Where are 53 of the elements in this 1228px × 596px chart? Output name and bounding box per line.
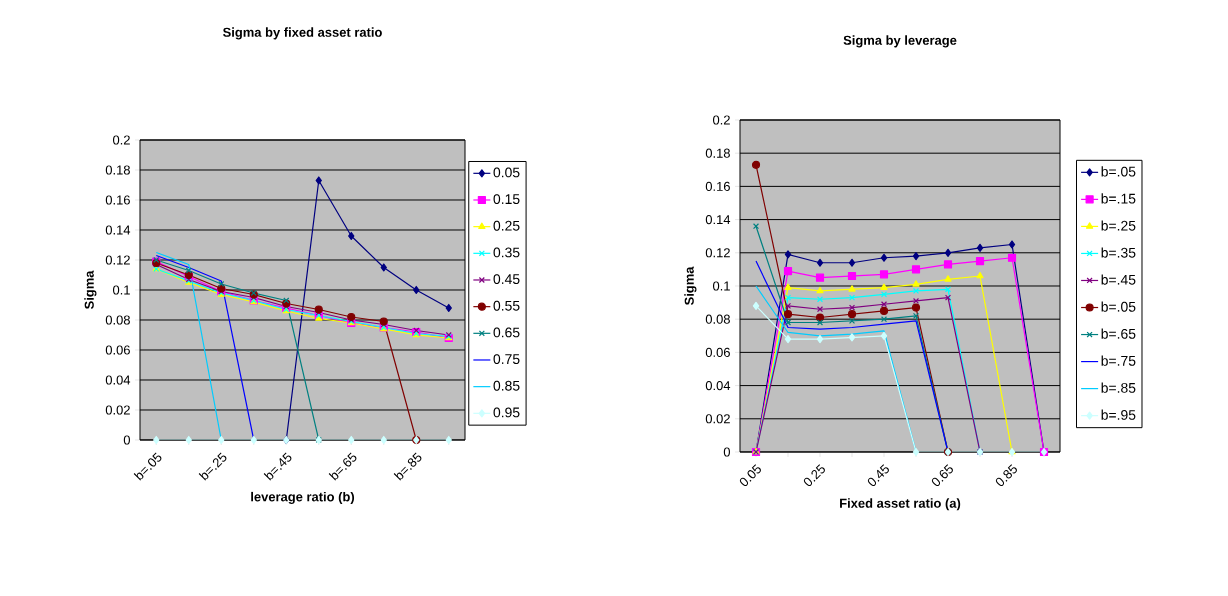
y-tick-label: 0.12: [105, 255, 130, 265]
legend-label: 0.95: [493, 407, 520, 418]
legend-label: b=.95: [1101, 409, 1136, 420]
legend-label: b=.25: [1101, 220, 1136, 231]
legend-label: b=.45: [1101, 274, 1136, 285]
y-tick-label: 0.08: [105, 315, 130, 325]
legend-label: 0.85: [493, 380, 520, 391]
y-tick-label: 0.02: [705, 414, 730, 424]
y-tick-label: 0.16: [105, 195, 130, 205]
x-tick-label: 0.65: [931, 464, 953, 487]
y-tick-label: 0.18: [105, 165, 130, 175]
y-tick-label: 0.2: [712, 115, 730, 125]
legend-label: b=.65: [1101, 328, 1136, 339]
x-tick-label: 0.05: [739, 464, 761, 487]
y-tick-label: 0.2: [112, 135, 130, 145]
y-tick-label: 0.06: [105, 345, 130, 355]
legend-label: b=.75: [1101, 355, 1136, 366]
y-axis-title: Sigma: [684, 266, 697, 306]
legend-label: 0.25: [493, 220, 520, 231]
y-tick-label: 0.04: [705, 381, 731, 391]
y-tick-label: 0.14: [105, 225, 131, 235]
x-axis-title: leverage ratio (b): [251, 491, 355, 505]
chart-title: Sigma by leverage: [843, 35, 957, 48]
legend-label: 0.75: [493, 354, 520, 365]
x-tick-label: 0.85: [995, 464, 1017, 487]
y-tick-label: 0.18: [705, 148, 730, 158]
y-tick-label: 0.04: [105, 375, 131, 385]
y-tick-label: 0.1: [112, 285, 130, 295]
y-axis-title: Sigma: [84, 270, 97, 310]
x-axis-title: Fixed asset ratio (a): [840, 498, 961, 511]
legend-label: 0.35: [493, 247, 520, 258]
legend-label: 0.65: [493, 327, 520, 338]
y-tick-label: 0.16: [705, 181, 730, 191]
x-tick-label: 0.45: [867, 464, 889, 487]
y-tick-label: 0.12: [705, 248, 730, 258]
legend-label: 0.55: [493, 300, 520, 311]
legend-label: 0.05: [493, 167, 520, 178]
y-tick-label: 0: [123, 435, 130, 445]
x-tick-label: 0.25: [803, 464, 825, 487]
legend-label: b=.35: [1101, 247, 1136, 258]
legend-label: b=.05: [1101, 166, 1136, 177]
y-tick-label: 0.06: [705, 347, 730, 357]
y-tick-label: 0.08: [705, 314, 730, 324]
legend-label: b=.85: [1101, 382, 1136, 393]
legend-label: b=.05: [1101, 301, 1136, 312]
y-tick-label: 0.02: [105, 405, 130, 415]
y-tick-label: 0.1: [712, 281, 730, 291]
chart-title: Sigma by fixed asset ratio: [222, 27, 382, 40]
legend-label: 0.45: [493, 274, 520, 285]
y-tick-label: 0: [723, 447, 730, 457]
legend-label: b=.15: [1101, 193, 1136, 204]
y-tick-label: 0.14: [705, 215, 731, 225]
legend-label: 0.15: [493, 194, 520, 205]
